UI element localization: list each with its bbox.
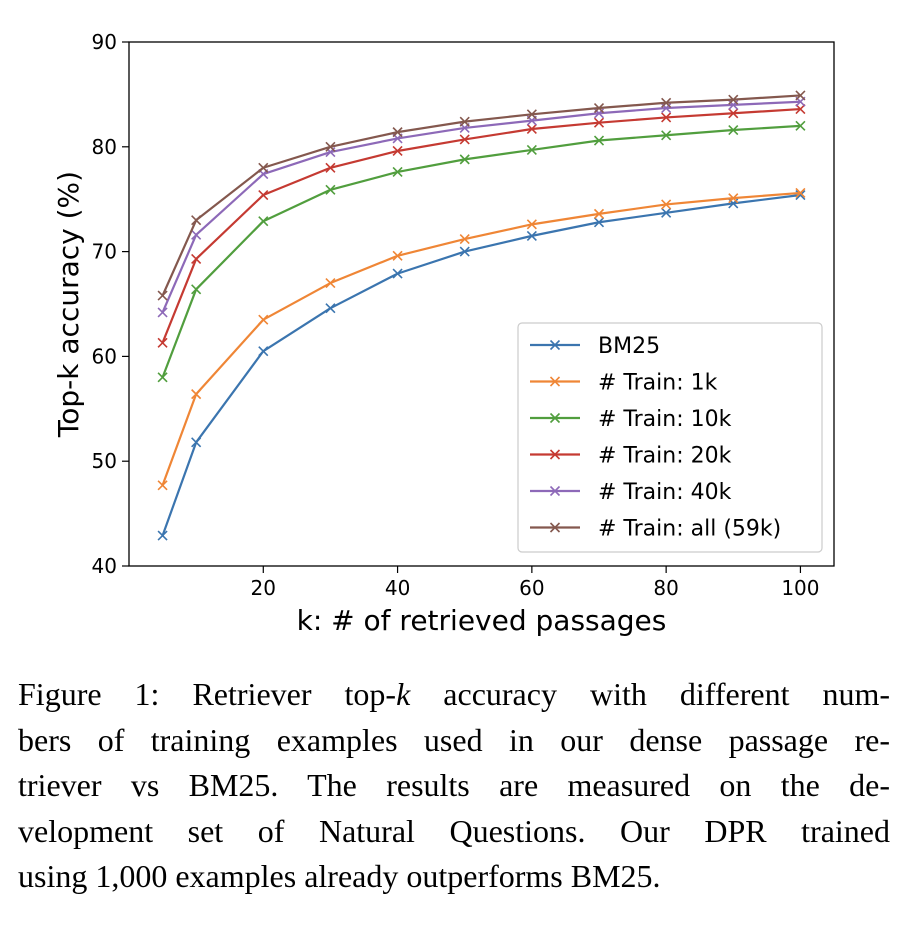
data-point-marker (258, 314, 269, 325)
data-point-marker (191, 284, 202, 295)
data-point-marker (459, 246, 470, 257)
data-point-marker (526, 123, 537, 135)
data-point-marker (392, 250, 403, 261)
data-point-marker (728, 108, 739, 119)
data-point-marker (157, 337, 168, 348)
legend-swatch-marker (549, 412, 561, 424)
data-point-marker (392, 127, 403, 138)
caption-line: using 1,000 examples already outperforms… (18, 858, 661, 894)
data-point-marker (661, 97, 672, 108)
data-point-marker (526, 230, 537, 241)
data-point-marker (661, 130, 672, 141)
data-point-marker (392, 166, 403, 178)
x-tick-label: 100 (781, 576, 819, 600)
figure-caption: Figure 1: Retriever top-k accuracy with … (18, 672, 890, 900)
data-point-marker (157, 480, 168, 491)
y-tick-label: 70 (92, 240, 117, 264)
x-tick-label: 40 (385, 576, 410, 600)
data-point-marker (325, 277, 336, 289)
data-point-marker (191, 215, 202, 226)
y-axis-label: Top-k accuracy (%) (52, 171, 85, 438)
x-axis-label: k: # of retrieved passages (297, 604, 667, 637)
data-point-marker (191, 229, 202, 240)
legend-swatch-marker (549, 522, 561, 533)
legend-swatch-marker (549, 485, 561, 497)
data-point-marker (157, 307, 168, 318)
x-tick-label: 80 (653, 576, 678, 600)
data-point-marker (459, 233, 470, 245)
plot-frame (128, 41, 835, 567)
data-point-marker (325, 303, 336, 314)
legend-swatch-marker (549, 376, 561, 387)
chart-area: 20 40 60 80 100 40 50 60 70 80 90 k: # of retrieved… (52, 30, 835, 637)
x-tick-label: 20 (251, 576, 276, 600)
data-point-marker (728, 94, 739, 105)
data-point-marker (526, 219, 537, 230)
data-point-marker (526, 109, 537, 120)
data-point-marker (661, 112, 672, 123)
data-point-marker (795, 90, 806, 101)
data-point-marker (593, 135, 605, 146)
data-point-marker (258, 189, 269, 201)
data-point-marker (795, 104, 806, 115)
data-point-marker (728, 124, 739, 136)
data-point-marker (258, 346, 269, 357)
data-point-marker (593, 208, 605, 219)
legend-label: # Train: 1k (598, 371, 718, 396)
data-point-marker (661, 199, 672, 210)
caption-line: velopment set of Natural Questions. Our … (18, 812, 890, 849)
data-point-marker (325, 162, 336, 173)
legend-label: # Train: 20k (598, 444, 732, 469)
legend-label: # Train: 40k (598, 480, 732, 505)
data-point-marker (661, 207, 672, 218)
data-point-marker (728, 193, 739, 204)
data-point-marker (191, 253, 202, 265)
data-point-marker (392, 145, 403, 157)
legend-box (517, 322, 823, 553)
data-point-marker (157, 372, 168, 383)
data-point-marker (191, 437, 202, 448)
y-tick-label: 40 (92, 554, 117, 578)
legend-swatch-marker (549, 339, 561, 351)
data-point-marker (593, 102, 605, 114)
data-point-marker (795, 189, 806, 201)
data-point-marker (459, 154, 470, 165)
data-point-marker (258, 162, 269, 173)
data-point-marker (157, 530, 168, 541)
data-point-marker (258, 216, 269, 227)
caption-line: triever vs BM25. The results are measure… (18, 767, 890, 803)
line-chart: 20 40 60 80 100 40 50 60 70 80 90 k: # of retrieved… (52, 30, 835, 637)
data-point-marker (795, 187, 806, 198)
data-point-marker (459, 116, 470, 127)
data-point-marker (392, 268, 403, 279)
data-point-marker (191, 389, 202, 400)
data-point-marker (325, 141, 336, 152)
legend-label: # Train: all (59k) (598, 517, 781, 542)
legend-label: BM25 (598, 334, 660, 359)
y-tick-label: 80 (92, 135, 117, 159)
y-tick-label: 60 (92, 344, 117, 368)
data-point-marker (526, 144, 537, 156)
y-tick-label: 90 (92, 30, 117, 54)
data-point-marker (795, 120, 806, 131)
caption-line: Figure 1: Retriever top-k accuracy with … (18, 676, 891, 712)
legend-label: # Train: 10k (598, 407, 732, 432)
data-point-marker (593, 117, 605, 128)
legend-swatch-marker (549, 449, 561, 460)
x-tick-label: 60 (519, 576, 544, 600)
data-point-marker (157, 290, 168, 301)
data-point-marker (459, 134, 470, 145)
y-tick-label: 50 (92, 449, 117, 473)
data-point-marker (325, 184, 336, 195)
caption-line: bers of training examples used in our de… (18, 721, 890, 758)
data-point-marker (593, 217, 605, 228)
